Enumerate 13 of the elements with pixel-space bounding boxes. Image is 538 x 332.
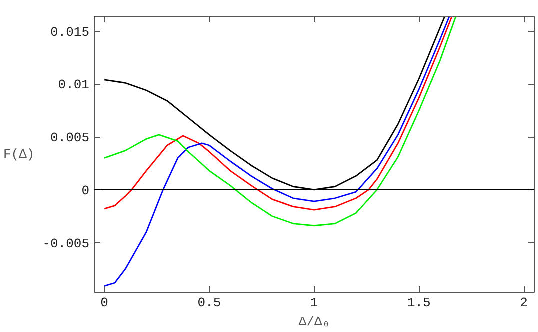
- y-tick-label: 0.005: [50, 130, 90, 146]
- x-tick-label: 0: [100, 296, 108, 310]
- y-axis-title: F(Δ): [3, 147, 35, 162]
- y-tick-label: 0.015: [50, 24, 90, 40]
- x-tick-label: 1.5: [407, 296, 431, 310]
- line-series: [104, 16, 450, 287]
- y-tick-label: 0.01: [58, 78, 90, 93]
- y-tick-label: 0: [82, 183, 90, 198]
- x-tick-label: 1: [310, 296, 318, 310]
- x-tick-label: 2: [520, 296, 528, 310]
- x-axis-title: Δ/Δ₀: [298, 314, 330, 330]
- x-tick-label: 0.5: [198, 296, 222, 310]
- y-tick-label: -0.005: [42, 236, 90, 252]
